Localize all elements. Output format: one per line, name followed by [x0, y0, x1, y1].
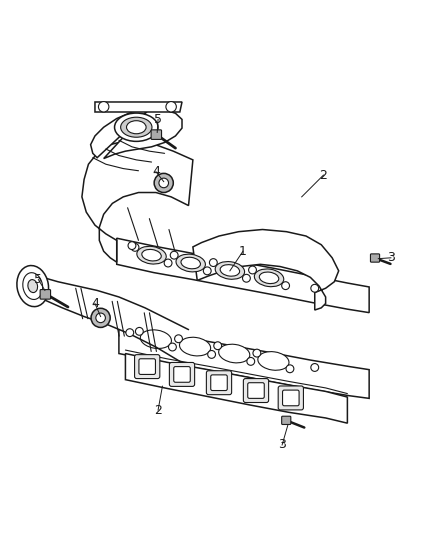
- Ellipse shape: [220, 265, 240, 276]
- FancyBboxPatch shape: [206, 371, 232, 394]
- Ellipse shape: [254, 269, 284, 287]
- FancyBboxPatch shape: [282, 416, 291, 424]
- Ellipse shape: [142, 249, 161, 261]
- Circle shape: [175, 335, 183, 343]
- Text: 3: 3: [387, 251, 395, 264]
- Circle shape: [282, 282, 290, 289]
- Circle shape: [154, 173, 173, 192]
- Polygon shape: [117, 238, 369, 313]
- Text: 4: 4: [152, 165, 160, 178]
- Ellipse shape: [176, 254, 205, 272]
- Circle shape: [253, 349, 261, 357]
- Circle shape: [286, 365, 294, 373]
- Circle shape: [96, 313, 106, 322]
- FancyBboxPatch shape: [278, 386, 304, 410]
- Ellipse shape: [259, 272, 279, 284]
- Ellipse shape: [28, 280, 38, 293]
- Ellipse shape: [115, 113, 158, 141]
- Polygon shape: [119, 325, 369, 398]
- Circle shape: [135, 327, 143, 335]
- FancyBboxPatch shape: [151, 130, 162, 140]
- FancyBboxPatch shape: [139, 359, 155, 375]
- Ellipse shape: [17, 265, 49, 306]
- Polygon shape: [82, 140, 193, 262]
- Ellipse shape: [120, 117, 152, 137]
- Circle shape: [311, 364, 319, 372]
- Circle shape: [128, 241, 136, 249]
- FancyBboxPatch shape: [174, 367, 190, 382]
- Polygon shape: [193, 230, 339, 310]
- Text: 2: 2: [154, 403, 162, 417]
- Polygon shape: [95, 102, 182, 112]
- Ellipse shape: [23, 273, 42, 300]
- FancyBboxPatch shape: [371, 254, 380, 262]
- Circle shape: [247, 358, 254, 365]
- Circle shape: [159, 178, 169, 188]
- Circle shape: [249, 266, 256, 274]
- Ellipse shape: [181, 257, 201, 269]
- Circle shape: [208, 351, 215, 358]
- Text: 1: 1: [239, 245, 247, 258]
- Ellipse shape: [137, 246, 166, 264]
- FancyBboxPatch shape: [211, 375, 227, 391]
- Polygon shape: [91, 109, 182, 158]
- Text: 2: 2: [319, 168, 327, 182]
- Circle shape: [131, 244, 139, 251]
- FancyBboxPatch shape: [40, 289, 50, 299]
- Ellipse shape: [127, 120, 146, 134]
- Circle shape: [203, 267, 211, 275]
- FancyBboxPatch shape: [283, 390, 299, 406]
- Ellipse shape: [140, 330, 171, 349]
- Text: 5: 5: [34, 273, 42, 286]
- Ellipse shape: [180, 337, 211, 356]
- Text: 4: 4: [91, 297, 99, 310]
- Ellipse shape: [219, 344, 250, 363]
- Circle shape: [166, 102, 177, 112]
- Circle shape: [126, 329, 134, 336]
- Circle shape: [169, 343, 177, 351]
- Polygon shape: [43, 277, 193, 369]
- Circle shape: [243, 274, 251, 282]
- FancyBboxPatch shape: [248, 383, 264, 398]
- Circle shape: [91, 308, 110, 327]
- FancyBboxPatch shape: [170, 362, 194, 386]
- Circle shape: [170, 251, 178, 259]
- Circle shape: [99, 102, 109, 112]
- FancyBboxPatch shape: [244, 378, 268, 402]
- Ellipse shape: [258, 352, 289, 370]
- Circle shape: [311, 284, 319, 292]
- Text: 3: 3: [278, 439, 286, 451]
- Circle shape: [214, 342, 222, 350]
- Polygon shape: [125, 353, 347, 423]
- Circle shape: [164, 259, 172, 267]
- FancyBboxPatch shape: [134, 354, 160, 378]
- Text: 5: 5: [154, 113, 162, 126]
- Circle shape: [209, 259, 217, 266]
- Ellipse shape: [215, 262, 244, 279]
